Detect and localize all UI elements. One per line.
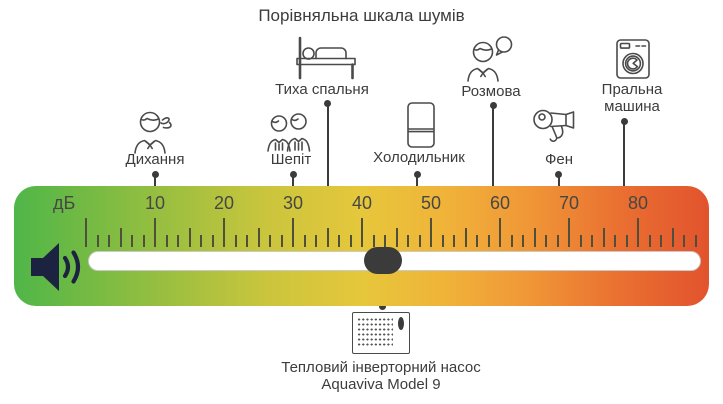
- scale-tick: [280, 235, 283, 247]
- scale-tick: [142, 235, 145, 247]
- scale-number: 20: [213, 193, 235, 213]
- scale-number: 30: [282, 193, 304, 213]
- pump-button: [398, 317, 404, 330]
- scale-tick: [648, 235, 651, 247]
- scale-tick: [292, 218, 294, 247]
- scale-tick: [211, 235, 214, 247]
- scale-tick: [579, 235, 582, 247]
- scale-tick: [257, 228, 260, 247]
- hair-dryer-icon: [533, 109, 575, 142]
- scale-tick: [453, 235, 455, 247]
- bed-icon: [296, 36, 356, 80]
- scale-tick: [372, 235, 375, 247]
- label-heat-pump: Тепловий інверторний насос Aquaviva Mode…: [281, 359, 481, 393]
- scale-tick: [683, 235, 685, 247]
- scale-tick: [568, 218, 570, 247]
- label-hair-dryer: Фен: [544, 151, 574, 168]
- breathing-person-icon: [134, 111, 172, 154]
- label-refrigerator: Холодильник: [373, 149, 465, 166]
- connector-quiet-bedroom: [324, 99, 331, 195]
- connector-conversation: [489, 101, 497, 195]
- slider-handle[interactable]: [363, 247, 402, 274]
- refrigerator-icon: [407, 102, 435, 148]
- pump-grille: [357, 317, 393, 348]
- scale-tick: [131, 235, 133, 247]
- connector-washing-machine: [620, 117, 628, 195]
- scale-tick: [660, 235, 662, 247]
- scale-tick: [269, 235, 271, 247]
- scale-tick: [671, 228, 674, 247]
- db-unit-label: дБ: [53, 193, 76, 213]
- two-people-whisper-icon: [267, 113, 311, 152]
- scale-number: 60: [489, 193, 511, 213]
- scale-tick: [407, 235, 409, 247]
- heat-pump-icon: [352, 312, 410, 354]
- label-breathing: Дихання: [125, 151, 185, 168]
- label-whisper: Шепіт: [270, 151, 312, 168]
- scale-tick: [246, 235, 248, 247]
- scale-tick: [177, 235, 179, 247]
- scale-tick: [637, 218, 639, 247]
- scale-tick: [119, 228, 122, 247]
- washing-machine-icon: [616, 39, 650, 79]
- label-washing-machine: Пральна машина: [601, 81, 663, 115]
- scale-tick: [200, 235, 202, 247]
- scale-tick: [625, 235, 628, 247]
- scale-tick: [326, 228, 329, 247]
- scale-tick: [361, 218, 363, 247]
- scale-tick: [338, 235, 340, 247]
- scale-number: 40: [351, 193, 373, 213]
- scale-tick: [96, 235, 99, 247]
- label-conversation: Розмова: [461, 83, 521, 100]
- scale-tick: [556, 235, 559, 247]
- scale-tick: [223, 218, 225, 247]
- scale-number: 50: [420, 193, 442, 213]
- scale-tick: [418, 235, 421, 247]
- scale-tick: [464, 228, 467, 247]
- scale-tick: [694, 235, 697, 247]
- scale-tick: [234, 235, 237, 247]
- scale-tick: [499, 218, 501, 247]
- page-title: Порівняльна шкала шумів: [258, 6, 465, 25]
- scale-tick: [545, 235, 547, 247]
- scale-tick: [154, 218, 156, 247]
- scale-tick: [441, 235, 444, 247]
- person-speech-bubble-icon: [467, 36, 513, 82]
- scale-tick: [85, 218, 87, 247]
- scale-tick: [315, 235, 317, 247]
- scale-tick: [349, 235, 352, 247]
- speaker-icon: [31, 243, 81, 291]
- scale-number: 10: [144, 193, 166, 213]
- scale-tick: [430, 218, 432, 247]
- scale-tick: [602, 228, 605, 247]
- scale-tick: [303, 235, 306, 247]
- scale-tick: [165, 235, 168, 247]
- scale-tick: [487, 235, 490, 247]
- scale-tick: [384, 235, 386, 247]
- scale-tick: [395, 228, 398, 247]
- scale-tick: [476, 235, 478, 247]
- scale-tick: [188, 228, 191, 247]
- scale-number: 80: [627, 193, 649, 213]
- scale-tick: [591, 235, 593, 247]
- scale-number: 70: [558, 193, 580, 213]
- scale-tick: [614, 235, 616, 247]
- scale-tick: [533, 228, 536, 247]
- scale-tick: [108, 235, 110, 247]
- scale-tick: [510, 235, 513, 247]
- scale-tick: [522, 235, 524, 247]
- label-quiet-bedroom: Тиха спальня: [275, 81, 369, 98]
